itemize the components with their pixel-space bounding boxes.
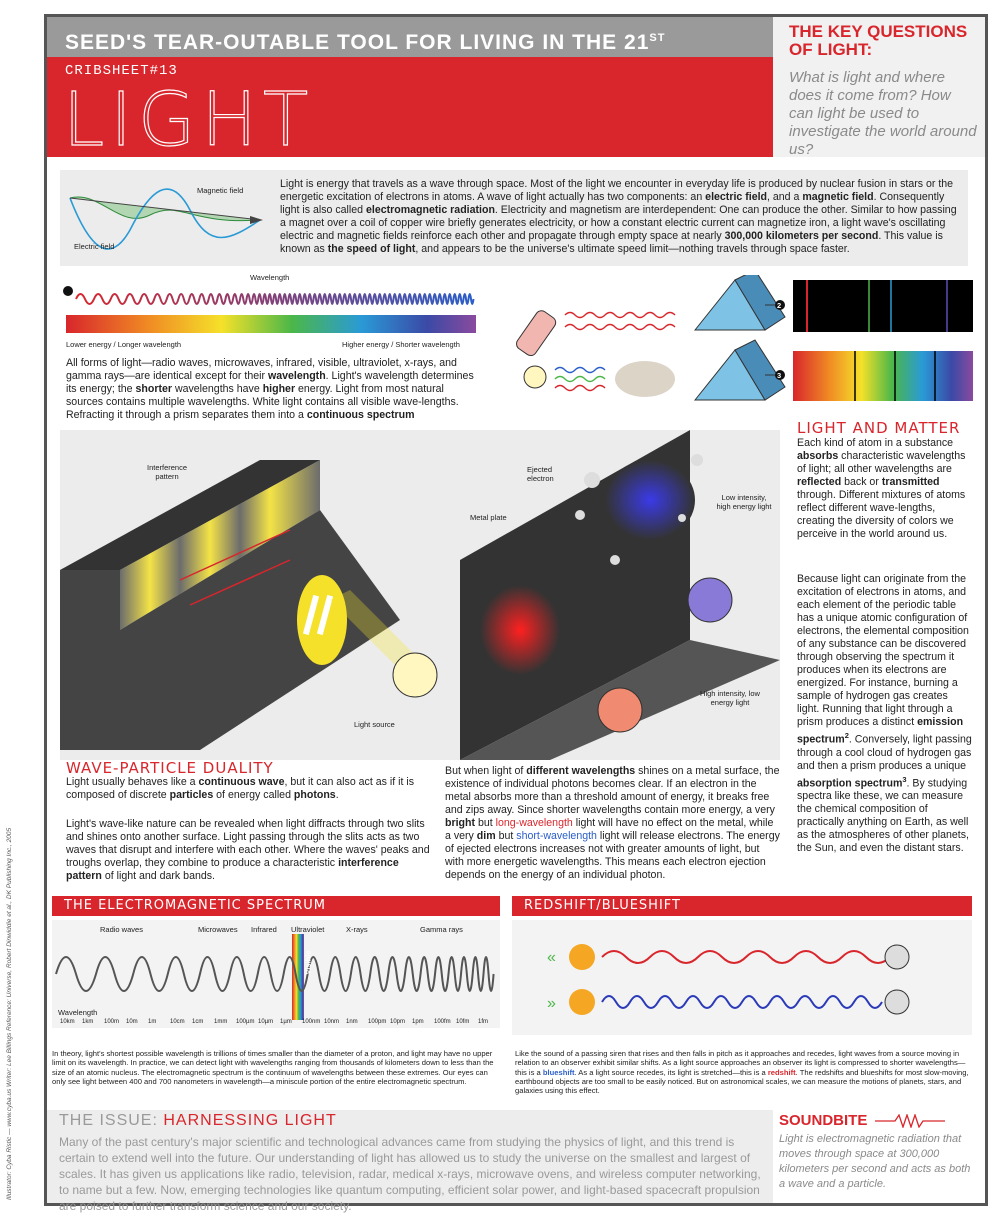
wavelength-axis-label: Wavelength: [58, 1008, 98, 1017]
intro-panel: Magnetic field Electric field Light is e…: [60, 170, 968, 266]
prism-spectra-diagram: [516, 275, 973, 401]
em-tick-label: 10cm: [170, 1019, 185, 1025]
em-tick-label: 100m: [104, 1019, 120, 1025]
light-matter-heading: LIGHT AND MATTER: [797, 419, 961, 437]
double-slit-and-photoelectric-diagram: [60, 430, 780, 760]
soundbite-panel: SOUNDBITE Light is electromagnetic radia…: [773, 1110, 985, 1203]
issue-text: Many of the past century's major scienti…: [59, 1135, 761, 1213]
intro-text: Light is energy that travels as a wave t…: [280, 178, 957, 255]
credit-line: Illustrator: Cyba Ristic — www.cyba.us W…: [6, 827, 13, 1200]
marker-2: 2: [777, 301, 782, 310]
metal-plate-label: Metal plate: [470, 513, 507, 522]
wave-particle-heading: WAVE-PARTICLE DUALITY: [66, 759, 274, 777]
magnetic-field-label: Magnetic field: [197, 186, 244, 195]
em-tick-label: 1m: [148, 1019, 157, 1025]
em-tick-label: 1cm: [192, 1019, 204, 1025]
key-questions-text: What is light and where does it come fro…: [789, 69, 977, 158]
svg-text:«: «: [547, 949, 556, 966]
em-spectrum-heading: THE ELECTROMAGNETIC SPECTRUM: [52, 896, 500, 916]
band-ultraviolet: Ultraviolet: [291, 925, 325, 934]
visible-label: Visible: [303, 950, 313, 975]
em-tick-label: 10pm: [390, 1019, 406, 1025]
soundbite-text: Light is electromagnetic radiation that …: [779, 1133, 971, 1190]
wavelength-text: All forms of light—radio waves, microwav…: [66, 357, 474, 421]
redshift-diagram: « »: [512, 920, 972, 1035]
wave-particle-text-3: But when light of different wavelengths …: [445, 765, 780, 881]
high-energy-label: Higher energy / Shorter wavelength: [342, 340, 460, 349]
masthead: SEED'S TEAR-OUTABLE TOOL FOR LIVING IN T…: [47, 17, 773, 96]
em-tick-label: 10fm: [456, 1019, 470, 1025]
cribsheet-label: CRIBSHEET#13: [65, 63, 178, 79]
em-tick-label: 100µm: [236, 1019, 255, 1025]
marker-3: 3: [777, 371, 782, 380]
em-tick-label: 10km: [60, 1019, 75, 1025]
em-wave-illustration: [69, 188, 263, 250]
em-spectrum-text: In theory, light's shortest possible wav…: [52, 1049, 494, 1086]
band-xrays: X-rays: [346, 925, 368, 934]
issue-heading: THE ISSUE: HARNESSING LIGHT: [59, 1112, 337, 1129]
band-gamma: Gamma rays: [420, 925, 463, 934]
em-tick-label: 100nm: [302, 1019, 321, 1025]
title-band: CRIBSHEET#13 LIGHT: [47, 57, 773, 164]
issue-panel: THE ISSUE: HARNESSING LIGHT Many of the …: [47, 1110, 773, 1213]
wave-particle-text-2: Light's wave-like nature can be revealed…: [66, 818, 430, 882]
light-matter-text-2: Because light can originate from the exc…: [797, 573, 972, 855]
interference-label: Interference pattern: [146, 463, 188, 481]
em-tick-label: 1fm: [478, 1019, 489, 1025]
em-tick-label: 1pm: [412, 1019, 424, 1025]
em-wave: [55, 934, 495, 1020]
high-intensity-label: High intensity, low energy light: [700, 689, 760, 707]
em-tick-label: 1nm: [346, 1019, 358, 1025]
page-title: LIGHT: [62, 76, 315, 163]
em-tick-label: 10m: [126, 1019, 138, 1025]
electric-field-label: Electric field: [74, 242, 115, 251]
wavelength-label: Wavelength: [250, 273, 290, 282]
em-tick-label: 100pm: [368, 1019, 387, 1025]
band-radio: Radio waves: [100, 925, 143, 934]
soundwave-icon: [875, 1114, 945, 1128]
redshift-text: Like the sound of a passing siren that r…: [515, 1049, 969, 1096]
em-tick-label: 10µm: [258, 1019, 274, 1025]
em-spectrum-chart: Radio waves Microwaves Infrared Ultravio…: [52, 920, 500, 1028]
low-intensity-label: Low intensity, high energy light: [716, 493, 772, 511]
light-matter-text-1: Each kind of atom in a substance absorbs…: [797, 437, 966, 540]
wave-particle-text-1: Light usually behaves like a continuous …: [66, 776, 415, 801]
band-microwaves: Microwaves: [198, 925, 238, 934]
light-source-label: Light source: [354, 720, 395, 729]
svg-text:»: »: [547, 995, 556, 1012]
ejected-electron-label: Ejected electron: [527, 465, 554, 483]
soundbite-heading: SOUNDBITE: [779, 1112, 868, 1129]
em-tick-label: 100fm: [434, 1019, 451, 1025]
em-tick-label: 1mm: [214, 1019, 228, 1025]
key-questions-heading: THE KEY QUESTIONS OF LIGHT:: [789, 22, 968, 59]
key-questions: THE KEY QUESTIONS OF LIGHT: What is ligh…: [773, 17, 985, 158]
band-infrared: Infrared: [251, 925, 277, 934]
low-energy-label: Lower energy / Longer wavelength: [66, 340, 182, 349]
redshift-heading: REDSHIFT/BLUESHIFT: [512, 896, 972, 916]
wavelength-diagram: [63, 286, 476, 333]
em-tick-label: 10nm: [324, 1019, 340, 1025]
em-tick-label: 1km: [82, 1019, 94, 1025]
em-tick-label: 1µm: [280, 1019, 292, 1025]
